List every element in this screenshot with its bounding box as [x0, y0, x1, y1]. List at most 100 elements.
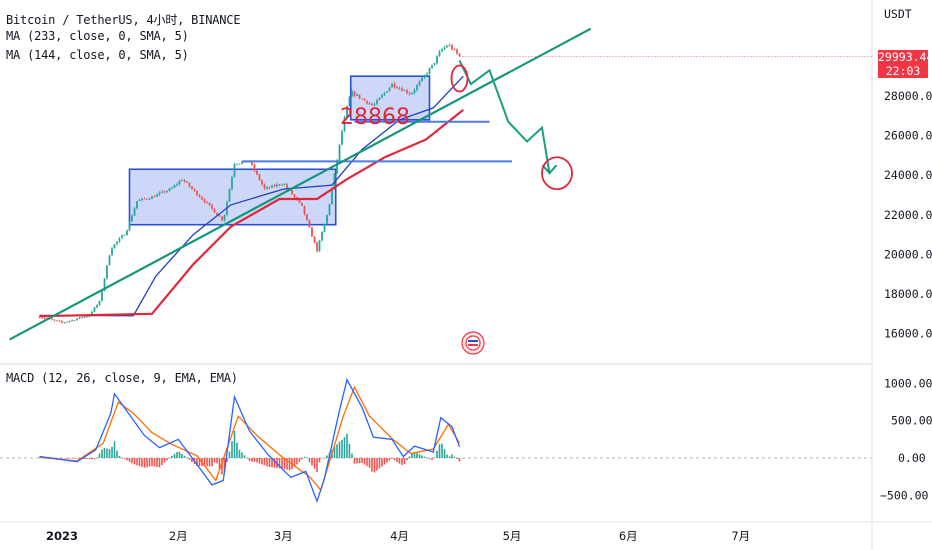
histogram-bar[interactable]	[326, 455, 328, 459]
histogram-bar[interactable]	[316, 458, 318, 473]
histogram-bar[interactable]	[91, 458, 93, 460]
candle-body[interactable]	[126, 230, 128, 236]
histogram-bar[interactable]	[363, 458, 366, 465]
histogram-bar[interactable]	[258, 458, 261, 464]
histogram-bar[interactable]	[373, 458, 376, 473]
candle-body[interactable]	[453, 49, 456, 51]
histogram-bar[interactable]	[113, 441, 116, 458]
histogram-bar[interactable]	[168, 458, 171, 459]
candle-body[interactable]	[316, 242, 318, 252]
target-circle[interactable]	[541, 156, 573, 191]
histogram-bar[interactable]	[441, 443, 443, 458]
histogram-bar[interactable]	[146, 458, 148, 468]
histogram-bar[interactable]	[378, 458, 381, 469]
histogram-bar[interactable]	[383, 458, 386, 465]
candle-body[interactable]	[41, 317, 43, 319]
candle-body[interactable]	[338, 144, 341, 161]
candle-body[interactable]	[313, 236, 316, 243]
histogram-bar[interactable]	[431, 458, 433, 461]
histogram-bar[interactable]	[236, 442, 238, 459]
histogram-bar[interactable]	[323, 458, 326, 459]
candle-body[interactable]	[218, 215, 221, 217]
histogram-bar[interactable]	[371, 458, 373, 472]
candle-body[interactable]	[428, 68, 431, 74]
histogram-bar[interactable]	[361, 458, 363, 463]
candle-body[interactable]	[51, 318, 53, 320]
histogram-bar[interactable]	[366, 458, 368, 467]
histogram-bar[interactable]	[116, 450, 118, 458]
histogram-bar[interactable]	[218, 458, 221, 469]
histogram-bar[interactable]	[453, 456, 456, 458]
candle-body[interactable]	[268, 187, 271, 188]
candle-body[interactable]	[328, 204, 331, 215]
candle-body[interactable]	[221, 216, 223, 221]
candle-body[interactable]	[376, 100, 378, 105]
histogram-bar[interactable]	[288, 458, 291, 471]
candle-body[interactable]	[121, 235, 123, 239]
candle-body[interactable]	[71, 320, 73, 321]
histogram-bar[interactable]	[403, 458, 406, 465]
histogram-bar[interactable]	[233, 430, 236, 458]
histogram-bar[interactable]	[296, 458, 298, 465]
candle-body[interactable]	[176, 184, 178, 186]
histogram-bar[interactable]	[203, 458, 206, 467]
histogram-bar[interactable]	[256, 458, 258, 463]
histogram-bar[interactable]	[356, 458, 358, 464]
histogram-bar[interactable]	[76, 458, 78, 459]
histogram-bar[interactable]	[153, 458, 156, 467]
candle-body[interactable]	[446, 45, 448, 48]
histogram-bar[interactable]	[241, 452, 243, 459]
histogram-bar[interactable]	[223, 458, 226, 473]
histogram-bar[interactable]	[68, 458, 71, 459]
histogram-bar[interactable]	[313, 458, 316, 469]
histogram-bar[interactable]	[401, 458, 403, 466]
histogram-bar[interactable]	[398, 458, 401, 464]
candle-body[interactable]	[333, 173, 336, 189]
candle-body[interactable]	[423, 75, 426, 78]
candle-body[interactable]	[363, 98, 366, 101]
histogram-bar[interactable]	[388, 458, 391, 461]
candle-body[interactable]	[113, 244, 116, 249]
histogram-bar[interactable]	[381, 458, 383, 467]
candle-body[interactable]	[258, 174, 261, 181]
histogram-bar[interactable]	[303, 456, 306, 458]
candle-body[interactable]	[103, 278, 106, 291]
macd-legend[interactable]: MACD (12, 26, close, 9, EMA, EMA)	[6, 371, 238, 385]
candle-body[interactable]	[433, 63, 436, 65]
projection-path[interactable]	[458, 59, 551, 174]
candle-body[interactable]	[128, 221, 131, 231]
histogram-bar[interactable]	[418, 454, 421, 458]
candle-body[interactable]	[318, 240, 321, 252]
histogram-bar[interactable]	[443, 449, 446, 458]
candle-body[interactable]	[358, 94, 361, 99]
candle-body[interactable]	[43, 318, 46, 319]
histogram-bar[interactable]	[321, 457, 323, 459]
histogram-bar[interactable]	[248, 458, 251, 461]
histogram-bar[interactable]	[393, 458, 396, 461]
histogram-bar[interactable]	[318, 458, 321, 463]
histogram-bar[interactable]	[293, 458, 296, 467]
histogram-bar[interactable]	[421, 455, 423, 458]
candle-body[interactable]	[186, 181, 188, 183]
histogram-bar[interactable]	[83, 458, 86, 459]
histogram-bar[interactable]	[423, 456, 426, 458]
candle-body[interactable]	[178, 181, 181, 185]
candle-body[interactable]	[81, 317, 83, 319]
candle-body[interactable]	[78, 317, 81, 319]
histogram-bar[interactable]	[63, 458, 66, 459]
histogram-bar[interactable]	[278, 458, 281, 469]
histogram-bar[interactable]	[143, 458, 146, 468]
candle-body[interactable]	[86, 316, 88, 318]
candle-body[interactable]	[123, 235, 126, 236]
histogram-bar[interactable]	[338, 441, 341, 458]
histogram-bar[interactable]	[456, 458, 458, 459]
histogram-bar[interactable]	[93, 458, 96, 460]
symbol-legend[interactable]: Bitcoin / TetherUS, 4小时, BINANCE	[6, 13, 241, 27]
candle-body[interactable]	[426, 73, 428, 76]
candle-body[interactable]	[153, 196, 156, 198]
histogram-bar[interactable]	[358, 458, 361, 464]
histogram-bar[interactable]	[266, 458, 268, 467]
candle-body[interactable]	[421, 77, 423, 82]
candle-body[interactable]	[133, 208, 136, 216]
